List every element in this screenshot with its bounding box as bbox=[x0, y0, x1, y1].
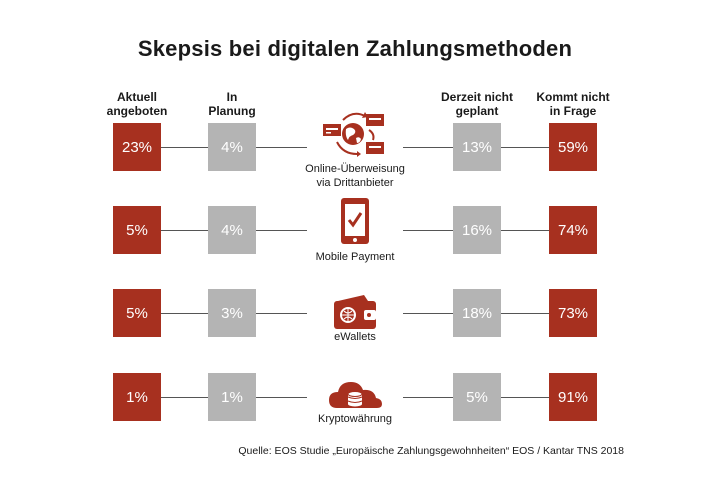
value-box: 16% bbox=[453, 206, 501, 254]
value-box: 5% bbox=[113, 206, 161, 254]
column-header-line: In bbox=[226, 90, 238, 104]
value-box: 5% bbox=[453, 373, 501, 421]
row-label-kryptowaehrung: Kryptowährung bbox=[275, 412, 435, 426]
smartphone-check-icon bbox=[315, 196, 395, 248]
value-box: 59% bbox=[549, 123, 597, 171]
column-header-line: Derzeit nicht bbox=[440, 90, 513, 104]
globe-cards-icon bbox=[315, 108, 395, 160]
column-header-kommt-nicht: Kommt nicht in Frage bbox=[528, 90, 618, 118]
column-header-line: Aktuell bbox=[116, 90, 157, 104]
row-label-mobile-payment: Mobile Payment bbox=[275, 250, 435, 264]
row-label-ewallets: eWallets bbox=[275, 330, 435, 344]
value-box: 91% bbox=[549, 373, 597, 421]
value-box: 4% bbox=[208, 206, 256, 254]
column-header-line: Planung bbox=[208, 104, 256, 118]
column-header-derzeit: Derzeit nicht geplant bbox=[432, 90, 522, 118]
column-header-aktuell: Aktuell angeboten bbox=[92, 90, 182, 118]
value-box: 23% bbox=[113, 123, 161, 171]
value-box: 74% bbox=[549, 206, 597, 254]
row-label-line: Online-Überweisung bbox=[305, 163, 405, 175]
source-note: Quelle: EOS Studie „Europäische Zahlungs… bbox=[238, 445, 624, 457]
row-label-line: via Drittanbieter bbox=[316, 177, 394, 189]
column-header-line: geplant bbox=[455, 104, 499, 118]
column-header-line: Kommt nicht bbox=[536, 90, 610, 104]
value-box: 18% bbox=[453, 289, 501, 337]
chart-title: Skepsis bei digitalen Zahlungsmethoden bbox=[137, 36, 573, 61]
cloud-coins-icon bbox=[315, 368, 395, 420]
column-header-line: in Frage bbox=[549, 104, 597, 118]
value-box: 3% bbox=[208, 289, 256, 337]
column-header-line: angeboten bbox=[106, 104, 168, 118]
row-label-online-ueberweisung: Online-Überweisung via Drittanbieter bbox=[275, 162, 435, 190]
row-label-line: eWallets bbox=[334, 331, 376, 343]
column-header-planung: In Planung bbox=[187, 90, 277, 118]
wallet-icon bbox=[315, 287, 395, 339]
value-box: 1% bbox=[113, 373, 161, 421]
value-box: 4% bbox=[208, 123, 256, 171]
value-box: 73% bbox=[549, 289, 597, 337]
row-label-line: Kryptowährung bbox=[318, 413, 392, 425]
value-box: 13% bbox=[453, 123, 501, 171]
row-label-line: Mobile Payment bbox=[315, 251, 395, 263]
value-box: 5% bbox=[113, 289, 161, 337]
value-box: 1% bbox=[208, 373, 256, 421]
